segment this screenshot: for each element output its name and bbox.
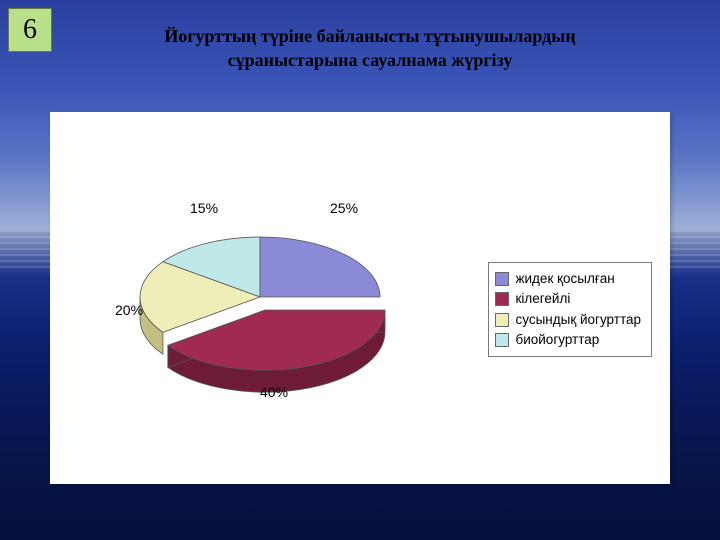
legend-label: кілегейлі (515, 289, 570, 309)
legend-label: сусындық йогурттар (515, 310, 641, 330)
swatch-icon (495, 313, 509, 327)
chart-card: 25% 40% 20% 15% жидек қосылған кілегейлі… (50, 112, 670, 484)
legend: жидек қосылған кілегейлі сусындық йогурт… (488, 262, 652, 357)
legend-item-berry: жидек қосылған (495, 269, 641, 289)
pct-label-berry: 25% (330, 200, 358, 216)
legend-label: жидек қосылған (515, 269, 614, 289)
swatch-icon (495, 333, 509, 347)
legend-item-bio: биойогурттар (495, 330, 641, 350)
legend-label: биойогурттар (515, 330, 599, 350)
legend-item-cream: кілегейлі (495, 289, 641, 309)
chart-area: 25% 40% 20% 15% жидек қосылған кілегейлі… (50, 112, 670, 484)
pct-label-drink: 20% (115, 302, 143, 318)
pct-label-cream: 40% (260, 384, 288, 400)
swatch-icon (495, 272, 509, 286)
title-line-2: сұраныстарына сауалнама жүргізу (228, 50, 513, 70)
swatch-icon (495, 292, 509, 306)
slide-number: 6 (23, 14, 37, 46)
slide-title: Йогурттың түріне байланысты тұтынушылард… (90, 24, 650, 73)
title-line-1: Йогурттың түріне байланысты тұтынушылард… (164, 26, 575, 46)
pct-label-bio: 15% (190, 200, 218, 216)
slide-number-box: 6 (8, 8, 52, 52)
legend-item-drink: сусындық йогурттар (495, 310, 641, 330)
slide: 6 Йогурттың түріне байланысты тұтынушыла… (0, 0, 720, 540)
